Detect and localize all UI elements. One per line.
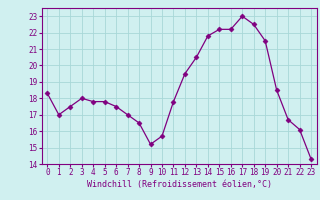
X-axis label: Windchill (Refroidissement éolien,°C): Windchill (Refroidissement éolien,°C) bbox=[87, 180, 272, 189]
